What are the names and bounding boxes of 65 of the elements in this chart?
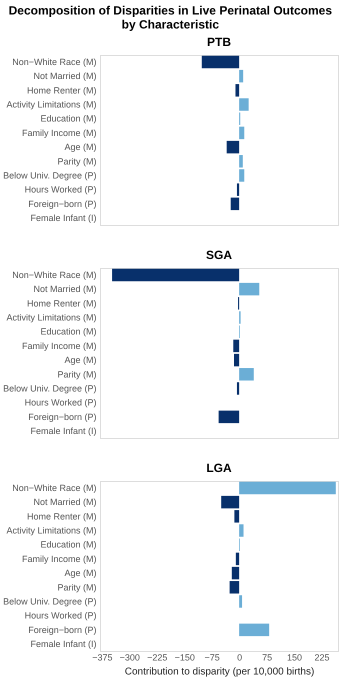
y-tick-label: Family Income (M) [22,128,96,138]
y-tick-label: Female Infant (I) [30,426,96,436]
y-tick-label: Not Married (M) [33,284,96,294]
y-tick-label: Parity (M) [58,369,96,380]
y-tick-label: Female Infant (I) [30,213,96,224]
x-axis-title: Contribution to disparity (per 10,000 births) [124,666,314,678]
x-tick-label: −75 [204,652,220,662]
x-tick-label: −300 [120,652,140,662]
y-tick-label: Foreign−born (P) [28,412,96,422]
x-tick-label: 75 [262,652,272,662]
chart-subtitle: PTB [207,35,232,49]
bar [239,595,242,608]
bar [239,282,260,296]
x-tick-label: −375 [92,652,112,662]
y-tick-label: Home Renter (M) [26,511,96,522]
y-tick-label: Hours Worked (P) [24,398,96,408]
bar [236,552,240,566]
y-tick-label: Foreign−born (P) [28,624,96,635]
x-tick-label: −225 [147,652,168,662]
y-tick-label: Hours Worked (P) [24,610,96,621]
y-tick-label: Home Renter (M) [26,85,96,96]
x-tick-label: 0 [237,652,242,662]
y-tick-label: Foreign−born (P) [28,198,96,209]
bar [202,56,240,68]
bar [235,84,240,97]
y-tick-label: Education (M) [40,326,96,337]
y-tick-label: Family Income (M) [22,340,96,351]
bar [234,354,240,366]
x-tick-label: 150 [287,652,302,662]
y-tick-label: Hours Worked (P) [24,184,96,195]
x-tick-label: −150 [174,652,195,662]
y-tick-label: Education (M) [40,114,96,124]
y-tick-label: Age (M) [64,355,96,366]
y-tick-label: Parity (M) [58,582,96,592]
bar [236,382,240,395]
chart-subtitle: SGA [206,248,232,262]
bar [239,624,270,636]
bar [239,70,244,82]
y-tick-label: Age (M) [64,568,96,578]
x-tick-label: 225 [314,652,330,662]
y-tick-label: Below Univ. Degree (P) [3,383,96,394]
y-tick-label: Below Univ. Degree (P) [3,596,96,606]
y-tick-label: Non−White Race (M) [12,482,96,493]
y-tick-label: Non−White Race (M) [12,270,96,280]
y-tick-label: Parity (M) [58,156,96,166]
bar [226,140,240,154]
bar [233,340,240,352]
y-tick-label: Activity Limitations (M) [6,100,96,110]
y-tick-label: Not Married (M) [33,71,96,82]
y-tick-label: Below Univ. Degree (P) [3,170,96,180]
y-tick-label: Activity Limitations (M) [6,312,96,323]
y-tick-label: Activity Limitations (M) [6,526,96,536]
chart-title: Decomposition of Disparities in Live Perinatal Outcomes by Characteristic [8,4,332,32]
y-tick-label: Family Income (M) [22,554,96,564]
bar [112,268,240,282]
y-tick-label: Home Renter (M) [26,298,96,308]
y-tick-label: Education (M) [40,540,96,550]
y-tick-label: Non−White Race (M) [12,56,96,67]
y-tick-label: Female Infant (I) [30,639,96,650]
bar [239,368,254,381]
chart-subtitle: LGA [206,461,232,475]
y-tick-label: Not Married (M) [33,497,96,508]
y-tick-label: Age (M) [64,142,96,152]
bar [239,482,336,494]
bar [218,410,240,424]
